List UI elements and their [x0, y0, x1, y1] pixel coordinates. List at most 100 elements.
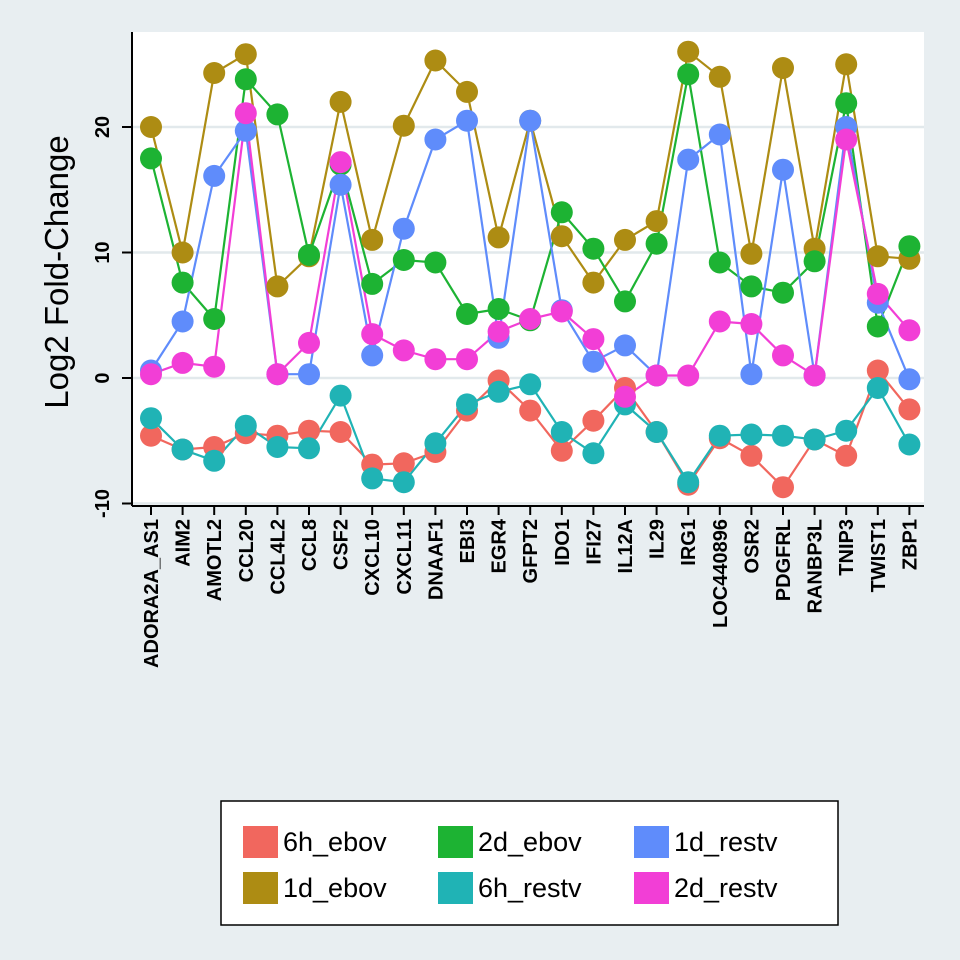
data-point-2d_ebov: [898, 235, 921, 258]
data-point-6h_restv: [329, 384, 352, 407]
x-tick-label: TNIP3: [836, 519, 858, 576]
x-tick-label: RANBP3L: [805, 519, 827, 613]
data-point-1d_ebov: [424, 49, 447, 72]
data-point-2d_restv: [519, 308, 542, 330]
data-point-2d_ebov: [677, 63, 700, 86]
data-point-6h_ebov: [582, 409, 605, 432]
data-point-1d_ebov: [645, 210, 668, 233]
data-point-2d_restv: [614, 385, 636, 408]
data-point-1d_ebov: [456, 80, 478, 103]
data-point-2d_restv: [487, 320, 510, 343]
data-point-1d_ebov: [614, 228, 636, 251]
data-point-2d_restv: [140, 363, 162, 386]
data-point-6h_restv: [582, 442, 605, 465]
y-tick-label: 10: [92, 241, 114, 263]
x-tick-label: LOC440896: [710, 519, 732, 628]
data-point-1d_restv: [740, 363, 763, 386]
data-point-2d_restv: [171, 351, 194, 374]
data-point-2d_restv: [298, 331, 320, 354]
data-point-1d_ebov: [203, 62, 226, 84]
legend-item-2d_ebov: 2d_ebov: [438, 826, 582, 858]
data-point-2d_ebov: [582, 237, 605, 260]
data-point-6h_ebov: [550, 439, 573, 462]
series-points: [140, 40, 921, 499]
data-point-2d_restv: [803, 364, 826, 387]
data-point-2d_ebov: [234, 68, 257, 91]
data-point-6h_restv: [550, 421, 573, 443]
legend-label: 6h_restv: [478, 873, 582, 903]
data-point-1d_restv: [898, 368, 921, 391]
legend: 6h_ebov 2d_ebov 1d_restv 1d_ebov 6h_restv 2d_…: [220, 800, 839, 926]
x-tick-label: CXCL11: [394, 519, 416, 595]
x-tick-label: ZBP1: [899, 519, 921, 570]
data-point-2d_ebov: [614, 290, 636, 313]
legend-label: 2d_restv: [674, 873, 778, 903]
data-point-2d_restv: [361, 323, 384, 346]
data-point-1d_restv: [203, 164, 226, 187]
data-point-2d_ebov: [424, 251, 447, 274]
data-point-1d_ebov: [392, 114, 415, 137]
data-point-2d_ebov: [392, 249, 415, 271]
legend-label: 1d_ebov: [283, 873, 387, 903]
legend-item-1d_ebov: 1d_ebov: [243, 872, 387, 904]
data-point-1d_restv: [424, 128, 447, 151]
x-tick-label: PDGFRL: [773, 519, 795, 601]
data-point-6h_restv: [708, 424, 731, 447]
data-point-2d_restv: [582, 328, 605, 351]
x-tick-label: CCL20: [236, 519, 258, 582]
y-tick-label: 20: [92, 116, 114, 138]
data-point-6h_ebov: [740, 444, 763, 467]
x-tick-label: CCL4L2: [267, 519, 289, 595]
legend-item-2d_restv: 2d_restv: [634, 872, 778, 904]
data-point-2d_ebov: [361, 272, 384, 295]
data-point-2d_ebov: [866, 315, 889, 338]
x-tick-label: OSR2: [741, 519, 763, 573]
data-point-1d_ebov: [234, 43, 257, 66]
data-point-2d_ebov: [456, 303, 478, 325]
data-point-6h_ebov: [392, 452, 415, 475]
data-point-2d_ebov: [835, 92, 858, 115]
y-tick-label: 0: [92, 372, 114, 383]
data-point-2d_restv: [866, 282, 889, 305]
data-point-6h_ebov: [772, 476, 794, 499]
y-axis-title: Log2 Fold-Change: [38, 135, 75, 408]
data-point-1d_ebov: [140, 116, 162, 138]
data-point-2d_restv: [708, 310, 731, 333]
legend-marker: [439, 826, 472, 858]
legend-marker: [244, 872, 277, 904]
data-point-2d_restv: [329, 151, 352, 174]
legend-label: 2d_ebov: [478, 827, 582, 857]
data-point-6h_ebov: [140, 424, 162, 447]
x-tick-label: IDO1: [552, 519, 574, 566]
data-point-2d_ebov: [803, 250, 826, 273]
legend-box: [220, 800, 839, 926]
data-point-6h_restv: [361, 467, 384, 490]
data-point-2d_ebov: [708, 251, 731, 274]
data-point-6h_restv: [487, 380, 510, 403]
x-tick-label: IL29: [647, 519, 669, 559]
data-point-2d_ebov: [266, 103, 289, 126]
data-point-2d_restv: [392, 339, 415, 362]
data-point-1d_ebov: [740, 242, 763, 265]
data-point-6h_restv: [456, 393, 478, 416]
x-tick-label: AMOTL2: [204, 519, 226, 601]
data-point-2d_ebov: [171, 271, 194, 294]
data-point-6h_ebov: [866, 359, 889, 382]
y-tick-label: -10: [92, 489, 114, 518]
legend-marker: [244, 826, 277, 858]
data-point-2d_restv: [772, 344, 794, 367]
data-point-2d_restv: [456, 348, 478, 371]
x-tick-label: ADORA2A_AS1: [141, 519, 163, 668]
axes: -10 0 10 20 ADORA2A_AS1 AIM2 AMOTL2 CCL20 CCL4L2…: [92, 32, 924, 668]
legend-marker: [635, 826, 668, 858]
data-point-2d_ebov: [203, 308, 226, 330]
data-point-6h_restv: [298, 437, 320, 460]
data-point-1d_restv: [361, 344, 384, 367]
data-point-1d_restv: [171, 310, 194, 333]
legend-label: 6h_ebov: [283, 827, 387, 857]
data-point-1d_restv: [582, 350, 605, 373]
x-tick-label: IRG1: [678, 519, 700, 566]
data-point-1d_ebov: [487, 226, 510, 249]
x-tick-label: CCL8: [299, 519, 321, 571]
